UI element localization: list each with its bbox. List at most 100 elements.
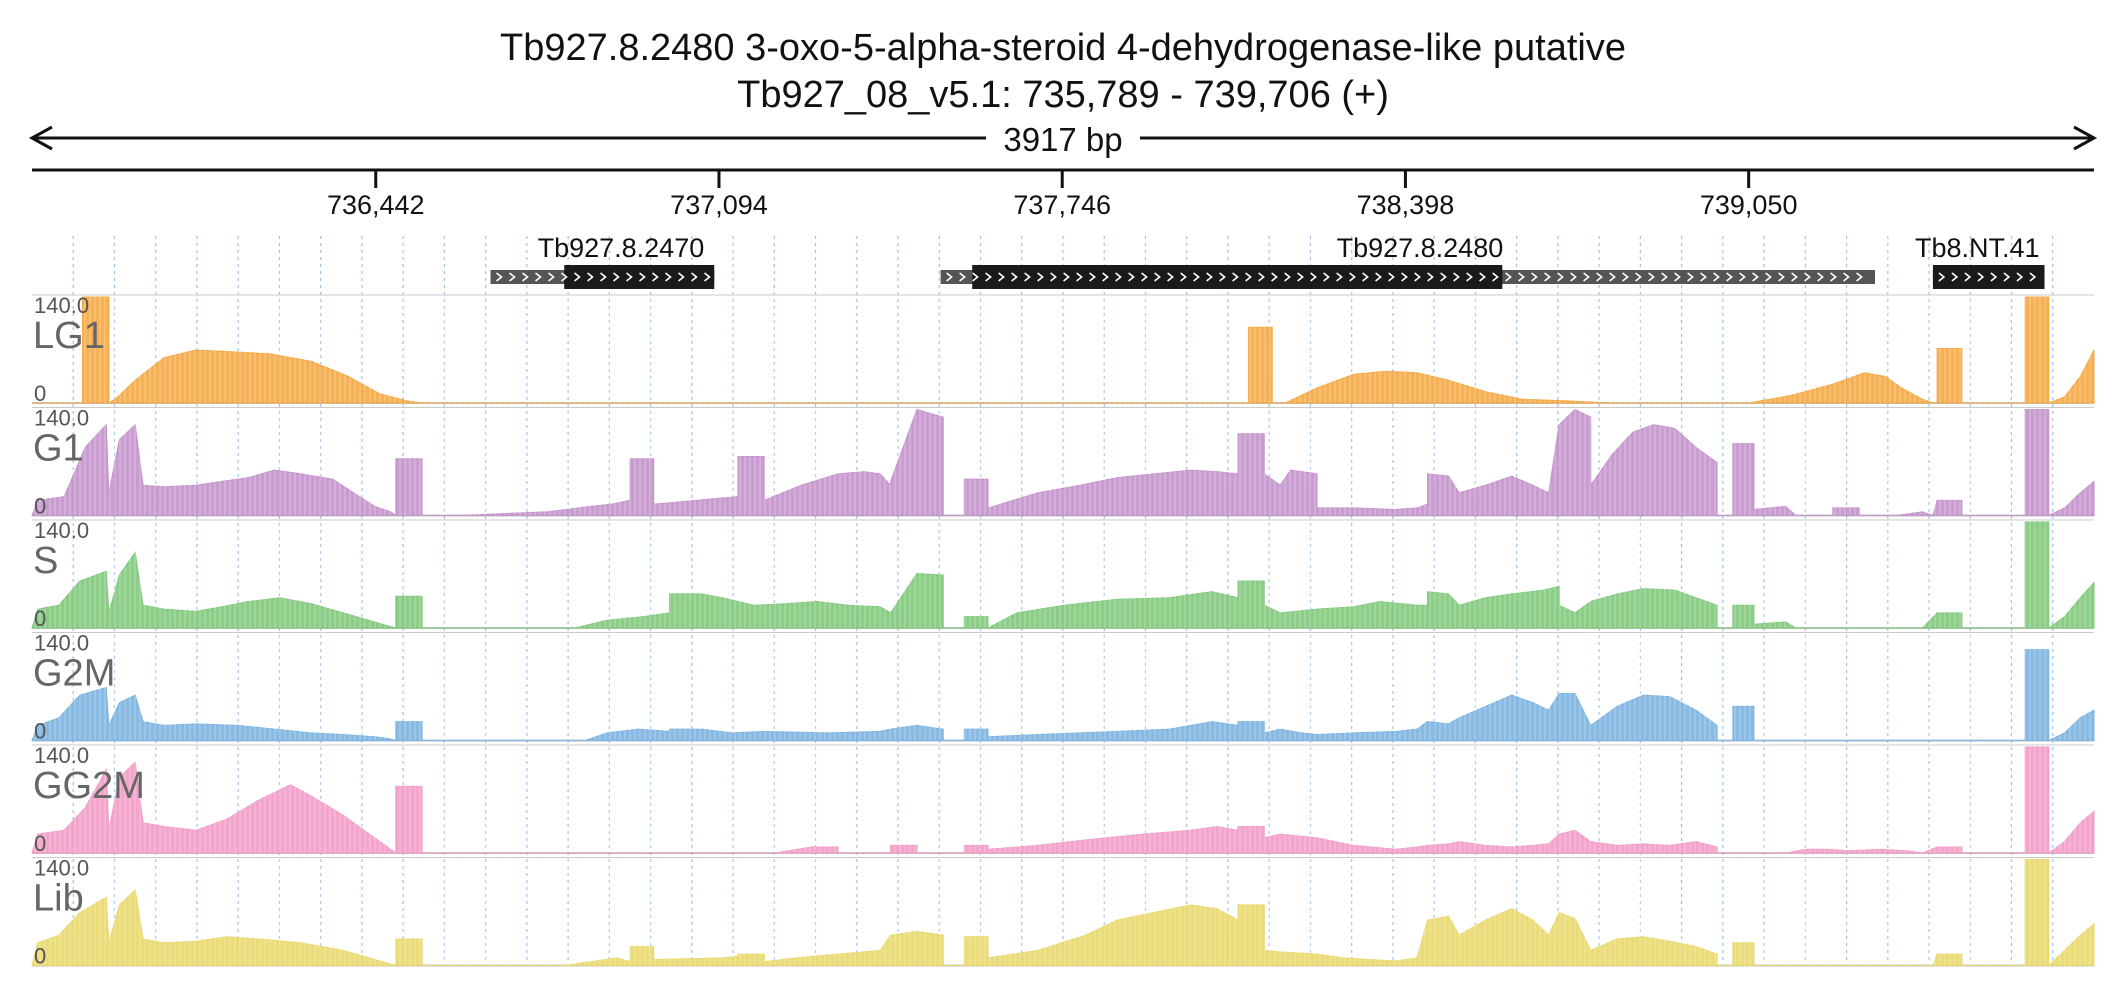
chart-subtitle: Tb927_08_v5.1: 735,789 - 739,706 (+) bbox=[737, 74, 1389, 116]
strand-chevron-icon bbox=[1011, 272, 1018, 282]
strand-chevron-icon bbox=[1362, 272, 1369, 282]
track-name-label: LG1 bbox=[33, 315, 105, 357]
strand-chevron-icon bbox=[1674, 272, 1681, 282]
span-label: 3917 bp bbox=[1003, 121, 1122, 158]
tick-label: 736,442 bbox=[327, 190, 425, 220]
strand-chevron-icon bbox=[1050, 272, 1057, 282]
track-min-label: 0 bbox=[34, 719, 46, 744]
strand-chevron-icon bbox=[1687, 272, 1694, 282]
strand-chevron-icon bbox=[1531, 272, 1538, 282]
track-min-label: 0 bbox=[34, 831, 46, 856]
chart-title: Tb927.8.2480 3-oxo-5-alpha-steroid 4-deh… bbox=[500, 27, 1626, 69]
strand-chevron-icon bbox=[2029, 272, 2037, 282]
track-g2m: 140.0 0 G2M bbox=[31, 631, 2095, 744]
tick-label: 739,050 bbox=[1700, 190, 1798, 220]
strand-chevron-icon bbox=[1284, 272, 1291, 282]
strand-chevron-icon bbox=[548, 272, 555, 282]
track-max-label: 140.0 bbox=[34, 293, 89, 318]
strand-chevron-icon bbox=[1089, 272, 1096, 282]
track-max-label: 140.0 bbox=[34, 406, 89, 431]
strand-chevron-icon bbox=[600, 272, 607, 282]
strand-chevron-icon bbox=[1141, 272, 1148, 282]
coverage-area bbox=[31, 746, 2095, 854]
strand-chevron-icon bbox=[1583, 272, 1590, 282]
strand-chevron-icon bbox=[1245, 272, 1252, 282]
strand-chevron-icon bbox=[652, 272, 659, 282]
strand-chevron-icon bbox=[1024, 272, 1031, 282]
strand-chevron-icon bbox=[1232, 272, 1239, 282]
gene-cds bbox=[564, 265, 715, 289]
track-max-label: 140.0 bbox=[34, 856, 89, 881]
coverage-tracks: 140.00LG1140.00G1140.00S140.00G2M140.00G… bbox=[31, 293, 2095, 969]
strand-chevron-icon bbox=[998, 272, 1005, 282]
gene-model: Tb927.8.2480 bbox=[940, 233, 1876, 289]
strand-chevron-icon bbox=[1466, 272, 1473, 282]
strand-chevron-icon bbox=[1622, 272, 1629, 282]
strand-chevron-icon bbox=[1206, 272, 1213, 282]
strand-chevron-icon bbox=[1453, 272, 1460, 282]
genomic-axis: 736,442 737,094 737,746 738,398 739,050 bbox=[32, 168, 2094, 220]
strand-chevron-icon bbox=[985, 272, 992, 282]
coverage-area bbox=[31, 649, 2095, 742]
gene-label: Tb8.NT.41 bbox=[1915, 233, 2040, 263]
track-lg1: 140.0 0 LG1 bbox=[32, 293, 2095, 406]
strand-chevron-icon bbox=[972, 272, 979, 282]
gene-model: Tb8.NT.41 bbox=[1915, 233, 2045, 289]
strand-chevron-icon bbox=[704, 272, 711, 282]
track-max-label: 140.0 bbox=[34, 743, 89, 768]
strand-chevron-icon bbox=[691, 272, 698, 282]
track-name-label: GG2M bbox=[33, 765, 145, 807]
strand-chevron-icon bbox=[1964, 272, 1972, 282]
gene-annotations: Tb927.8.2470 Tb927.8.2480 Tb8.NT.41 bbox=[490, 233, 2045, 289]
strand-chevron-icon bbox=[1193, 272, 1200, 282]
strand-chevron-icon bbox=[1310, 272, 1317, 282]
tick-label: 737,094 bbox=[670, 190, 768, 220]
strand-chevron-icon bbox=[1713, 272, 1720, 282]
track-min-label: 0 bbox=[34, 944, 46, 969]
strand-chevron-icon bbox=[1349, 272, 1356, 282]
strand-chevron-icon bbox=[1977, 272, 1985, 282]
track-s: 140.0 0 S bbox=[31, 518, 2095, 631]
gene-model: Tb927.8.2470 bbox=[490, 233, 715, 289]
strand-chevron-icon bbox=[1115, 272, 1122, 282]
track-name-label: G2M bbox=[33, 653, 115, 695]
track-name-label: S bbox=[33, 540, 58, 582]
gene-cds bbox=[1932, 265, 2045, 289]
strand-chevron-icon bbox=[522, 272, 529, 282]
strand-chevron-icon bbox=[1791, 272, 1798, 282]
strand-chevron-icon bbox=[1518, 272, 1525, 282]
strand-chevron-icon bbox=[1297, 272, 1304, 282]
strand-chevron-icon bbox=[1856, 272, 1863, 282]
coverage-area bbox=[31, 521, 2095, 629]
track-max-label: 140.0 bbox=[34, 518, 89, 543]
span-indicator: 3917 bp bbox=[28, 121, 2098, 158]
strand-chevron-icon bbox=[1440, 272, 1447, 282]
strand-chevron-icon bbox=[1258, 272, 1265, 282]
track-lib: 140.0 0 Lib bbox=[31, 856, 2095, 969]
strand-chevron-icon bbox=[2003, 272, 2011, 282]
coverage-area bbox=[32, 296, 2095, 404]
track-min-label: 0 bbox=[34, 494, 46, 519]
strand-chevron-icon bbox=[1990, 272, 1998, 282]
strand-chevron-icon bbox=[1648, 272, 1655, 282]
strand-chevron-icon bbox=[1752, 272, 1759, 282]
strand-chevron-icon bbox=[678, 272, 685, 282]
track-gg2m: 140.0 0 GG2M bbox=[31, 743, 2095, 856]
strand-chevron-icon bbox=[1336, 272, 1343, 282]
strand-chevron-icon bbox=[665, 272, 672, 282]
strand-chevron-icon bbox=[613, 272, 620, 282]
strand-chevron-icon bbox=[1505, 272, 1512, 282]
tick-label: 738,398 bbox=[1357, 190, 1455, 220]
strand-chevron-icon bbox=[1739, 272, 1746, 282]
strand-chevron-icon bbox=[1479, 272, 1486, 282]
strand-chevron-icon bbox=[1323, 272, 1330, 282]
strand-chevron-icon bbox=[1128, 272, 1135, 282]
strand-chevron-icon bbox=[1154, 272, 1161, 282]
strand-chevron-icon bbox=[1180, 272, 1187, 282]
strand-chevron-icon bbox=[574, 272, 581, 282]
strand-chevron-icon bbox=[946, 272, 953, 282]
strand-chevron-icon bbox=[1830, 272, 1837, 282]
strand-chevron-icon bbox=[1167, 272, 1174, 282]
strand-chevron-icon bbox=[1076, 272, 1083, 282]
